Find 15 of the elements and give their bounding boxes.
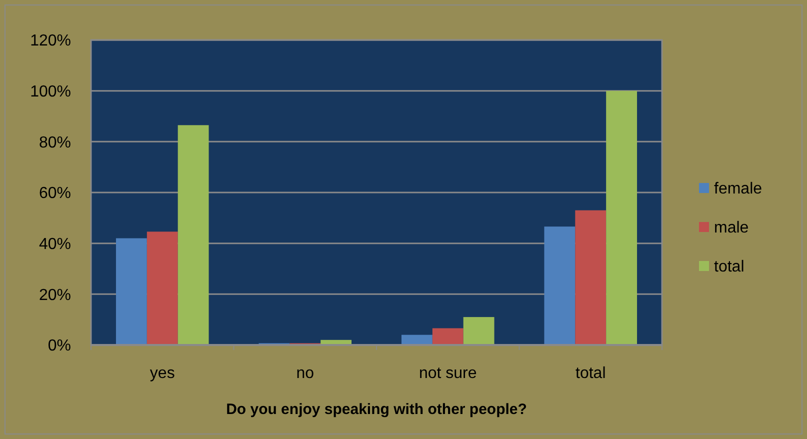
x-tick-label: no [296, 365, 314, 382]
legend-label: male [714, 220, 749, 237]
x-axis-title: Do you enjoy speaking with other people? [226, 401, 527, 418]
legend-label: female [714, 180, 762, 198]
x-tick-label: total [576, 365, 606, 382]
y-tick-label: 100% [30, 83, 71, 100]
legend-label: total [714, 258, 744, 276]
x-tick-label: yes [150, 365, 175, 382]
x-tick-label: not sure [418, 365, 477, 382]
y-tick-label: 60% [38, 185, 71, 202]
y-tick-label: 80% [38, 134, 71, 152]
y-tick-label: 120% [30, 32, 71, 50]
y-tick-label: 20% [38, 286, 71, 304]
y-tick-label: 0% [48, 338, 71, 355]
y-tick-label: 40% [38, 236, 71, 253]
